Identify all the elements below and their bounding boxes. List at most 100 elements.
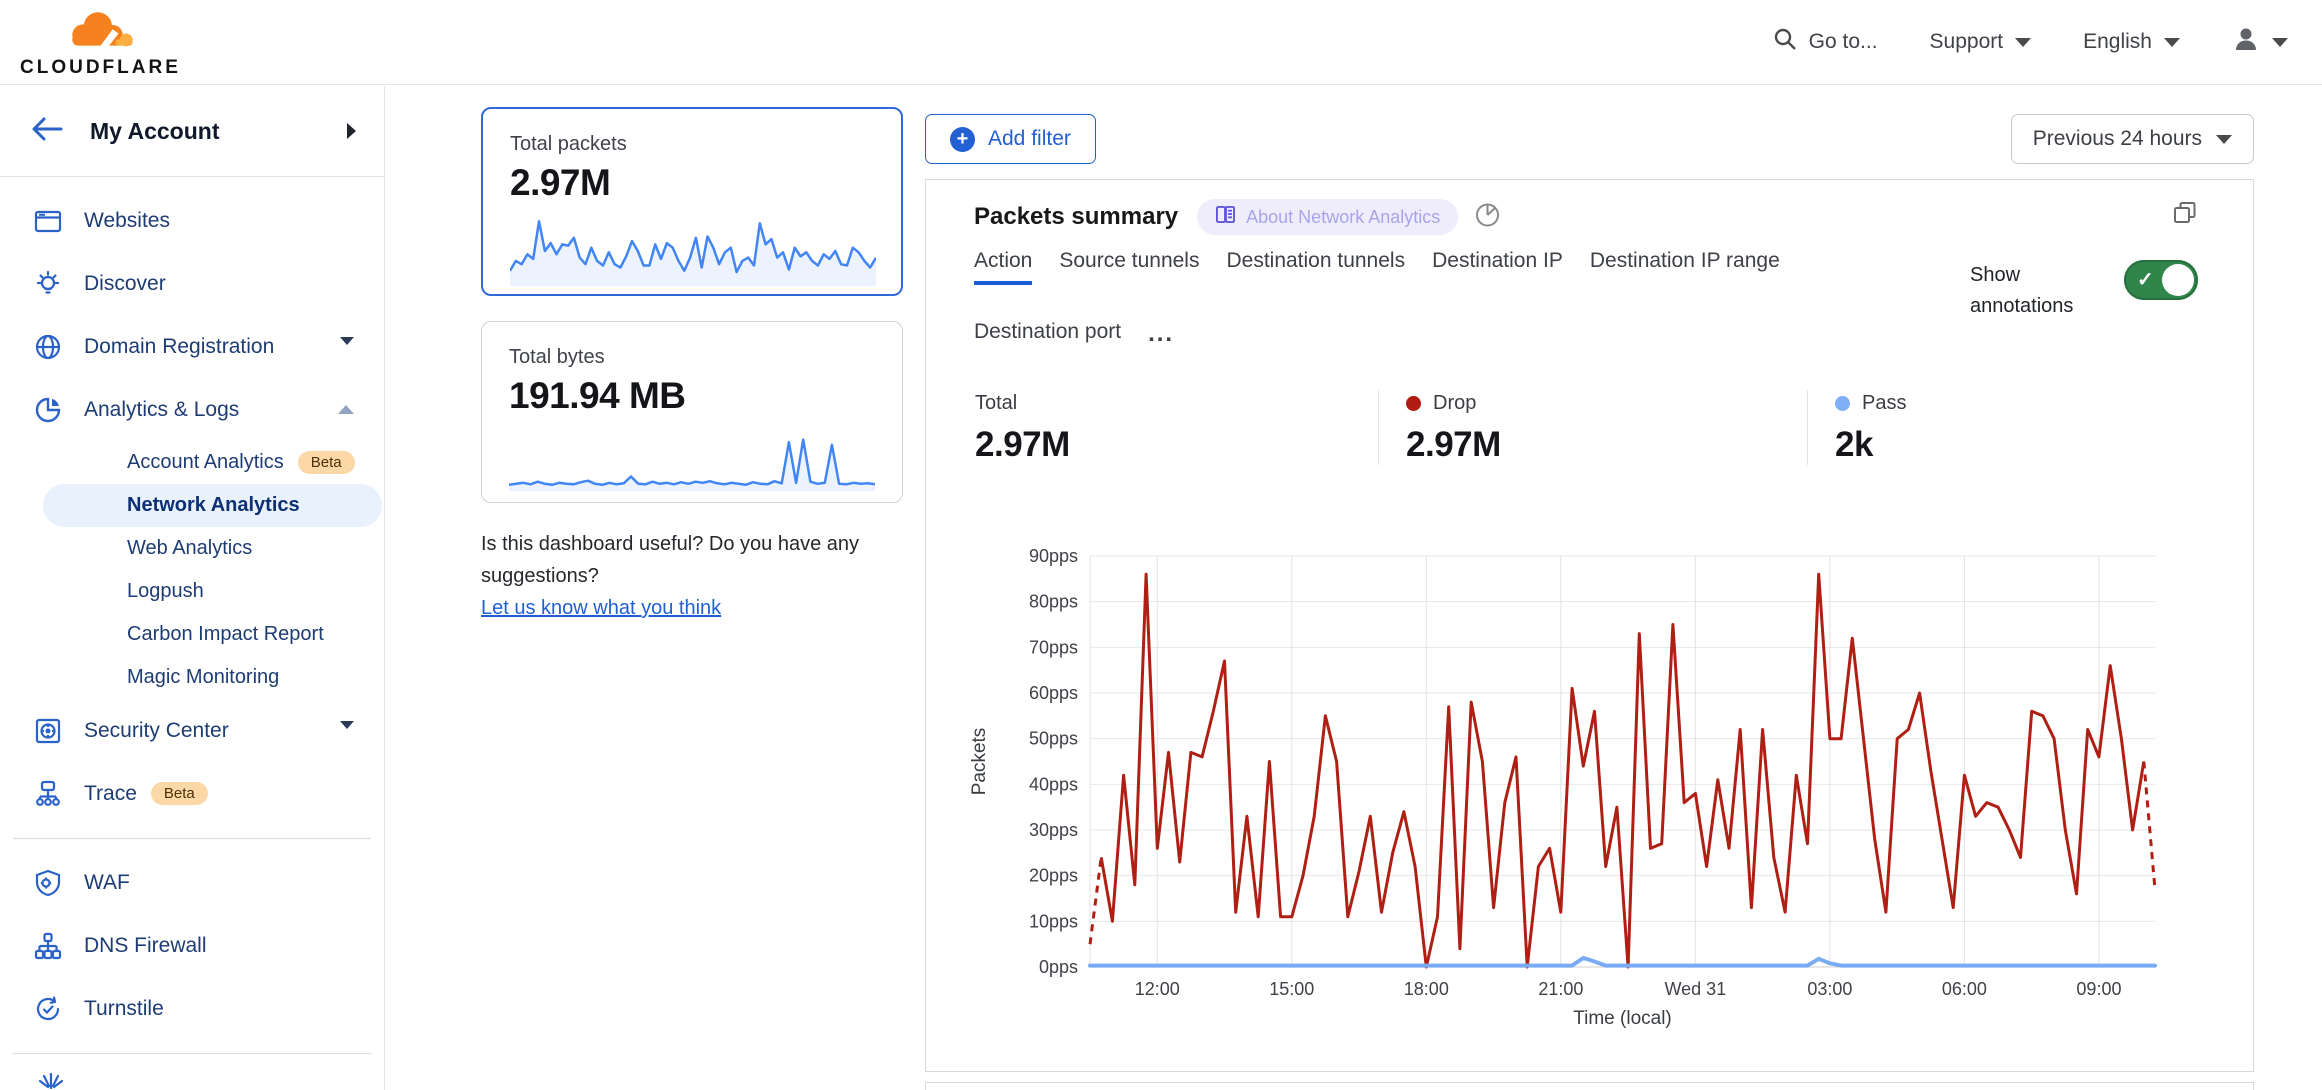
pass-series-line (1088, 955, 2157, 968)
account-header: My Account (0, 86, 384, 177)
tabs-overflow-button[interactable]: ... (1148, 320, 1175, 347)
packets-sparkline (508, 220, 878, 286)
book-icon (1215, 205, 1236, 229)
chevron-down-icon (2272, 37, 2288, 47)
user-icon (2232, 25, 2260, 59)
expand-view-icon[interactable] (2172, 200, 2198, 231)
tab-source-tunnels[interactable]: Source tunnels (1059, 249, 1200, 272)
sidebar-divider (13, 1053, 371, 1054)
tab-action[interactable]: Action (974, 249, 1033, 287)
sidebar-item-security-center[interactable]: Security Center (0, 699, 384, 762)
x-tick-label: 12:00 (1135, 979, 1180, 999)
stat-drop: Drop 2.97M (1378, 390, 1807, 465)
x-tick-label: 15:00 (1269, 979, 1314, 999)
y-tick-label: 20pps (1029, 866, 1078, 886)
sidebar-divider (13, 838, 371, 839)
tab-destination-port[interactable]: Destination port (974, 320, 1122, 343)
sidebar-item-web-analytics[interactable]: Web Analytics (127, 537, 253, 559)
x-tick-label: 03:00 (1807, 979, 1852, 999)
sidebar-item-turnstile[interactable]: Turnstile (0, 977, 384, 1040)
shield-gear-icon (33, 868, 63, 898)
chevron-right-icon[interactable] (347, 123, 356, 139)
globe-icon (33, 332, 63, 362)
safe-icon (33, 716, 63, 746)
tab-destination-tunnels[interactable]: Destination tunnels (1226, 249, 1406, 272)
about-network-analytics-badge[interactable]: About Network Analytics (1197, 199, 1459, 235)
x-tick-label: 09:00 (2076, 979, 2121, 999)
bytes-sparkline (508, 438, 876, 491)
summary-column: Total packets 2.97M Total bytes 191.94 M… (481, 86, 903, 624)
sparkline-line (508, 438, 876, 487)
sidebar-item-network-analytics[interactable]: Network Analytics (43, 484, 382, 527)
y-tick-label: 90pps (1029, 546, 1078, 566)
back-arrow-icon[interactable] (30, 115, 64, 148)
sidebar-item-websites[interactable]: Websites (0, 189, 384, 252)
x-tick-label: 06:00 (1942, 979, 1987, 999)
sidebar-item-account-analytics[interactable]: Account Analytics Beta (0, 441, 384, 484)
annotations-toggle[interactable]: ✓ (2124, 260, 2198, 300)
hierarchy-icon (33, 931, 63, 961)
y-tick-label: 60pps (1029, 683, 1078, 703)
sidebar-item-carbon-impact-report[interactable]: Carbon Impact Report (127, 623, 324, 645)
y-tick-label: 10pps (1029, 911, 1078, 931)
tab-destination-ip-range[interactable]: Destination IP range (1589, 249, 1780, 272)
x-tick-label: 21:00 (1538, 979, 1583, 999)
language-label: English (2083, 30, 2152, 53)
tab-destination-ip[interactable]: Destination IP (1432, 249, 1563, 272)
pie-chart-icon (33, 395, 63, 425)
y-tick-label: 30pps (1029, 820, 1078, 840)
chevron-down-icon (340, 720, 354, 741)
top-header: CLOUDFLARE Go to... Support English (0, 0, 2322, 85)
partial-nav-icon (36, 1072, 384, 1090)
total-bytes-card[interactable]: Total bytes 191.94 MB (481, 321, 903, 503)
sidebar-item-trace[interactable]: Trace Beta (0, 762, 384, 825)
show-annotations-label: Show annotations (1970, 264, 2074, 317)
main-content: + Add filter Previous 24 hours Packets s… (925, 86, 2254, 1072)
goto-search[interactable]: Go to... (1773, 27, 1878, 57)
feedback-text: Is this dashboard useful? Do you have an… (481, 528, 903, 624)
time-range-dropdown[interactable]: Previous 24 hours (2010, 114, 2254, 164)
sidebar: My Account Websites Discover Domain Regi… (0, 86, 385, 1090)
pass-legend-dot (1835, 396, 1850, 411)
y-tick-label: 0pps (1039, 957, 1078, 977)
x-tick-label: 18:00 (1404, 979, 1449, 999)
chevron-down-icon (2164, 37, 2180, 47)
sidebar-item-logpush[interactable]: Logpush (127, 580, 204, 602)
cloudflare-cloud-icon (52, 8, 148, 56)
chevron-up-icon (338, 405, 354, 414)
y-tick-label: 40pps (1029, 774, 1078, 794)
support-label: Support (1929, 30, 2004, 53)
drop-legend-dot (1406, 396, 1421, 411)
drop-series-dashed-end (2142, 761, 2157, 890)
sidebar-item-discover[interactable]: Discover (0, 252, 384, 315)
card-value: 191.94 MB (509, 375, 686, 416)
stat-total: Total 2.97M (975, 392, 1070, 464)
account-menu[interactable] (2232, 25, 2288, 59)
account-name[interactable]: My Account (90, 117, 220, 144)
feedback-link[interactable]: Let us know what you think (481, 597, 722, 619)
pie-chart-icon[interactable] (1474, 201, 1501, 233)
sidebar-item-analytics-logs[interactable]: Analytics & Logs (0, 378, 384, 441)
packets-summary-panel: Packets summary About Network Analytics … (925, 179, 2254, 1072)
x-tick-label: Wed 31 (1665, 979, 1727, 999)
drop-series-line (1099, 572, 2146, 969)
packets-time-series-chart[interactable]: 0pps 10pps 20pps 30pps 40pps 50pps 60pps 70pps 8… (961, 535, 2211, 1040)
dimension-tabs: Action Source tunnels Destination tunnel… (974, 249, 1796, 364)
chevron-down-icon (2216, 134, 2232, 144)
y-tick-label: 50pps (1029, 729, 1078, 749)
sidebar-item-waf[interactable]: WAF (0, 851, 384, 914)
chevron-down-icon (2015, 37, 2032, 47)
sidebar-item-magic-monitoring[interactable]: Magic Monitoring (127, 666, 280, 688)
cloudflare-logo[interactable]: CLOUDFLARE (20, 8, 181, 77)
add-filter-button[interactable]: + Add filter (925, 114, 1096, 164)
card-label: Total bytes (509, 346, 605, 368)
logo-wordmark: CLOUDFLARE (20, 56, 181, 78)
sidebar-item-domain-registration[interactable]: Domain Registration (0, 315, 384, 378)
beta-badge: Beta (297, 451, 355, 474)
total-packets-card[interactable]: Total packets 2.97M (481, 107, 903, 296)
next-panel-top-edge (925, 1082, 2254, 1090)
sidebar-item-dns-firewall[interactable]: DNS Firewall (0, 914, 384, 977)
browser-icon (33, 206, 63, 236)
language-menu[interactable]: English (2083, 30, 2180, 54)
support-menu[interactable]: Support (1930, 30, 2032, 54)
